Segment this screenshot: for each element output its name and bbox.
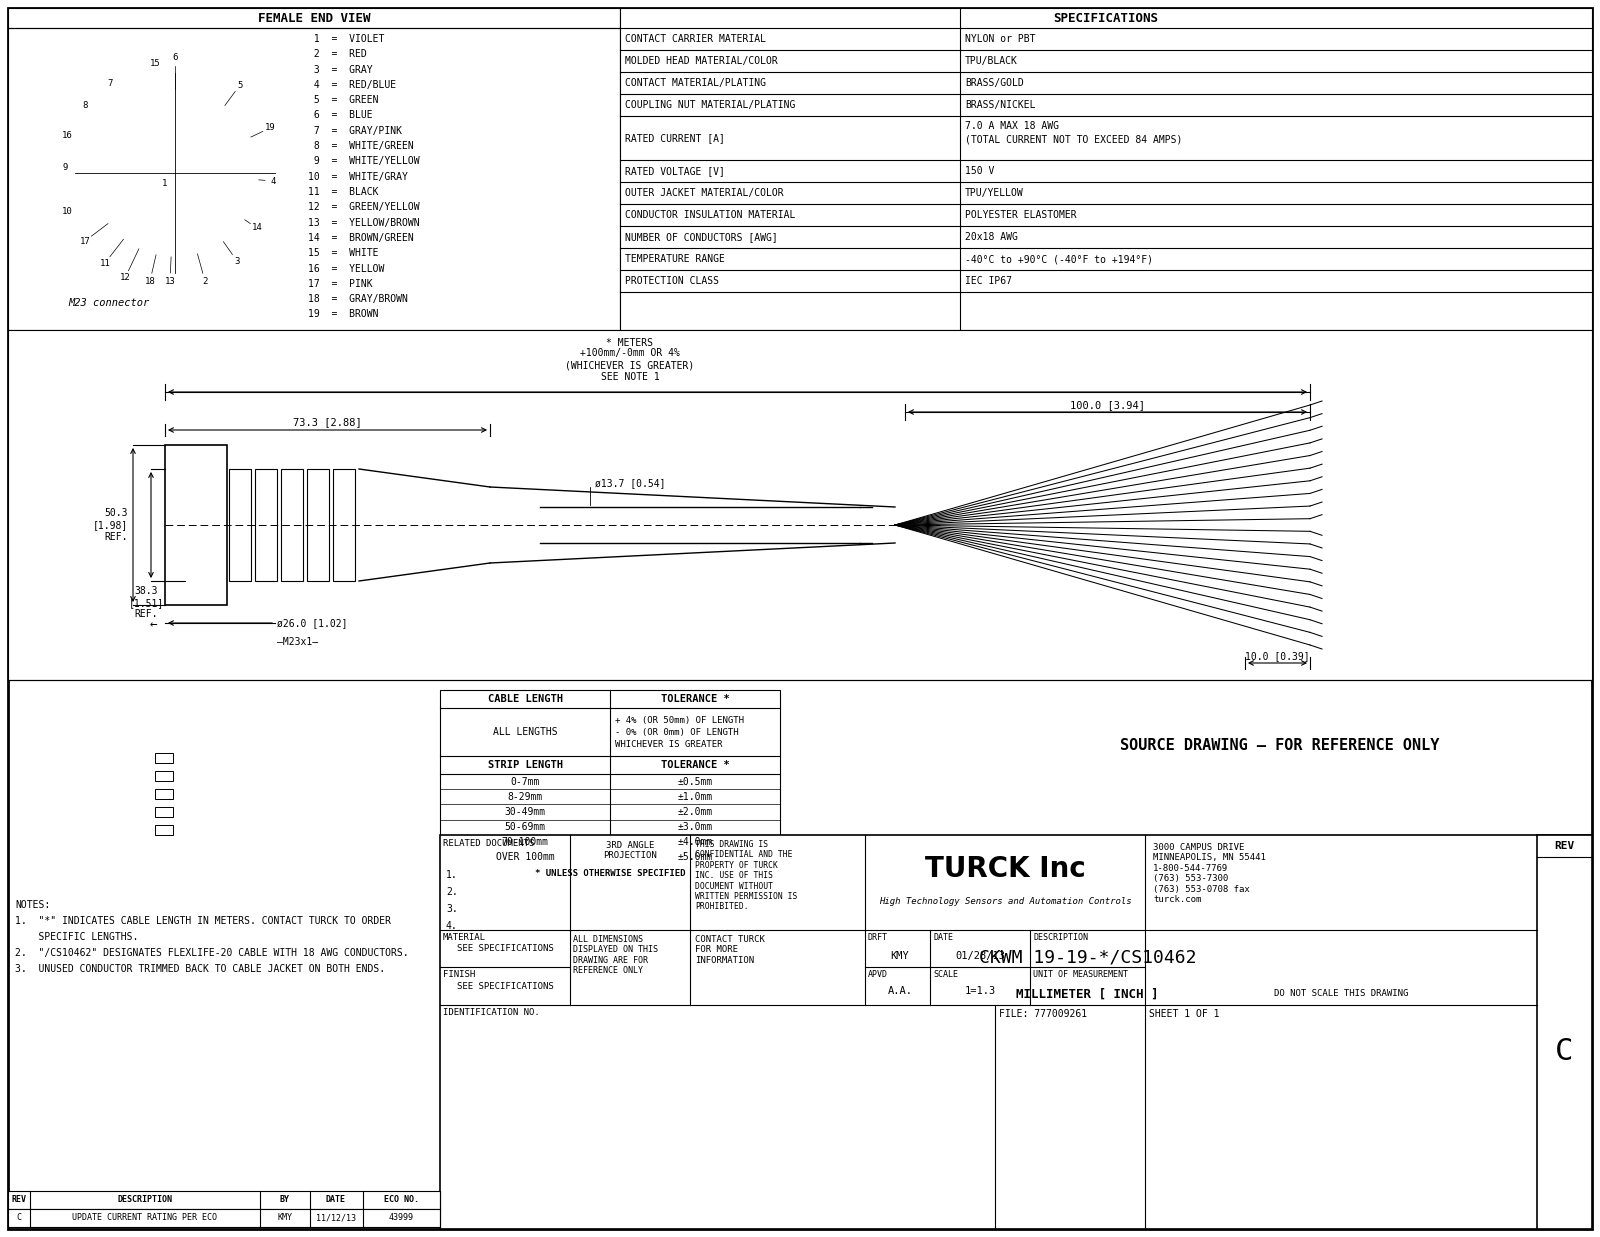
Text: DESCRIPTION: DESCRIPTION bbox=[117, 1195, 173, 1205]
Circle shape bbox=[117, 197, 130, 209]
Text: OVER 100mm: OVER 100mm bbox=[496, 852, 554, 862]
Circle shape bbox=[46, 309, 51, 314]
Text: ø13.7 [0.54]: ø13.7 [0.54] bbox=[595, 477, 666, 489]
Text: ±4.0mm: ±4.0mm bbox=[677, 837, 712, 847]
Text: IDENTIFICATION NO.: IDENTIFICATION NO. bbox=[443, 1008, 539, 1017]
Text: 12  =  GREEN/YELLOW: 12 = GREEN/YELLOW bbox=[307, 203, 419, 213]
Text: 2.: 2. bbox=[446, 887, 458, 897]
Text: MILLIMETER [ INCH ]: MILLIMETER [ INCH ] bbox=[1016, 987, 1158, 1001]
Text: RATED CURRENT [A]: RATED CURRENT [A] bbox=[626, 134, 725, 143]
Bar bbox=[8, 7, 621, 28]
Text: PROTECTION CLASS: PROTECTION CLASS bbox=[626, 276, 718, 286]
Text: C: C bbox=[16, 1213, 21, 1222]
Text: —M23x1—: —M23x1— bbox=[277, 637, 318, 647]
Text: 38.3
[1.51]
REF.: 38.3 [1.51] REF. bbox=[128, 586, 163, 620]
Text: NUMBER OF CONDUCTORS [AWG]: NUMBER OF CONDUCTORS [AWG] bbox=[626, 233, 778, 242]
Text: 5  =  GREEN: 5 = GREEN bbox=[307, 95, 379, 105]
Text: ±5.0mm: ±5.0mm bbox=[677, 852, 712, 862]
Text: High Technology Sensors and Automation Controls: High Technology Sensors and Automation C… bbox=[878, 897, 1131, 905]
Text: 2  =  RED: 2 = RED bbox=[307, 49, 366, 59]
Text: REV: REV bbox=[11, 1195, 27, 1205]
Text: ø26.0 [1.02]: ø26.0 [1.02] bbox=[277, 618, 347, 628]
Circle shape bbox=[43, 301, 48, 306]
Text: A.A.: A.A. bbox=[888, 986, 912, 996]
Bar bbox=[621, 7, 1592, 330]
Text: 50-69mm: 50-69mm bbox=[504, 823, 546, 833]
Text: 1: 1 bbox=[162, 178, 168, 188]
Text: TPU/YELLOW: TPU/YELLOW bbox=[965, 188, 1024, 198]
Text: RATED VOLTAGE [V]: RATED VOLTAGE [V] bbox=[626, 166, 725, 176]
Text: UPDATE CURRENT RATING PER ECO: UPDATE CURRENT RATING PER ECO bbox=[72, 1213, 218, 1222]
Bar bbox=[440, 835, 1592, 1230]
Text: 9  =  WHITE/YELLOW: 9 = WHITE/YELLOW bbox=[307, 156, 419, 167]
Text: -40°C to +90°C (-40°F to +194°F): -40°C to +90°C (-40°F to +194°F) bbox=[965, 254, 1154, 263]
Text: BY: BY bbox=[280, 1195, 290, 1205]
Circle shape bbox=[221, 197, 234, 209]
Text: 14: 14 bbox=[251, 224, 262, 233]
Text: ECO NO.: ECO NO. bbox=[384, 1195, 419, 1205]
Text: SPECIFICATIONS: SPECIFICATIONS bbox=[1053, 11, 1158, 25]
Bar bbox=[8, 330, 1592, 680]
Circle shape bbox=[186, 140, 197, 151]
Circle shape bbox=[139, 219, 150, 231]
Text: SEE NOTE 1: SEE NOTE 1 bbox=[600, 372, 659, 382]
Text: 7  =  GRAY/PINK: 7 = GRAY/PINK bbox=[307, 126, 402, 136]
Circle shape bbox=[30, 287, 62, 319]
Text: 0-7mm: 0-7mm bbox=[510, 777, 539, 787]
Text: 2.  "/CS10462" DESIGNATES FLEXLIFE-20 CABLE WITH 18 AWG CONDUCTORS.: 2. "/CS10462" DESIGNATES FLEXLIFE-20 CAB… bbox=[14, 948, 408, 957]
Text: 2: 2 bbox=[202, 277, 208, 286]
Bar bbox=[155, 771, 173, 781]
Text: DO NOT SCALE THIS DRAWING: DO NOT SCALE THIS DRAWING bbox=[1274, 988, 1408, 997]
Circle shape bbox=[46, 292, 51, 297]
Text: 150 V: 150 V bbox=[965, 166, 994, 176]
Text: SCALE: SCALE bbox=[933, 970, 958, 978]
Text: (TOTAL CURRENT NOT TO EXCEED 84 AMPS): (TOTAL CURRENT NOT TO EXCEED 84 AMPS) bbox=[965, 135, 1182, 145]
Text: 19  =  BROWN: 19 = BROWN bbox=[307, 309, 379, 319]
Text: + 4% (OR 50mm) OF LENGTH: + 4% (OR 50mm) OF LENGTH bbox=[614, 716, 744, 725]
Bar bbox=[1538, 835, 1592, 1230]
Text: 16: 16 bbox=[62, 130, 72, 140]
Text: SOURCE DRAWING – FOR REFERENCE ONLY: SOURCE DRAWING – FOR REFERENCE ONLY bbox=[1120, 738, 1440, 753]
Text: TURCK Inc: TURCK Inc bbox=[925, 855, 1085, 883]
Circle shape bbox=[170, 167, 181, 179]
Text: ALL LENGTHS: ALL LENGTHS bbox=[493, 727, 557, 737]
Text: ALL DIMENSIONS
DISPLAYED ON THIS
DRAWING ARE FOR
REFERENCE ONLY: ALL DIMENSIONS DISPLAYED ON THIS DRAWING… bbox=[573, 935, 658, 975]
Bar bbox=[229, 469, 251, 581]
Bar bbox=[440, 690, 781, 865]
Circle shape bbox=[170, 228, 181, 239]
Text: 43999: 43999 bbox=[389, 1213, 413, 1222]
Bar bbox=[8, 1209, 440, 1227]
Text: 16  =  YELLOW: 16 = YELLOW bbox=[307, 263, 384, 273]
Text: 30-49mm: 30-49mm bbox=[504, 807, 546, 816]
Circle shape bbox=[138, 167, 149, 179]
Text: * METERS: * METERS bbox=[606, 338, 653, 348]
Text: 6  =  BLUE: 6 = BLUE bbox=[307, 110, 373, 120]
Text: FINISH: FINISH bbox=[443, 970, 475, 978]
Text: CONTACT CARRIER MATERIAL: CONTACT CARRIER MATERIAL bbox=[626, 33, 766, 45]
Bar bbox=[254, 469, 277, 581]
Text: 01/28/13: 01/28/13 bbox=[955, 951, 1005, 961]
Text: (WHICHEVER IS GREATER): (WHICHEVER IS GREATER) bbox=[565, 360, 694, 370]
Text: 8  =  WHITE/GREEN: 8 = WHITE/GREEN bbox=[307, 141, 414, 151]
Text: BRASS/GOLD: BRASS/GOLD bbox=[965, 78, 1024, 88]
Text: * UNLESS OTHERWISE SPECIFIED: * UNLESS OTHERWISE SPECIFIED bbox=[534, 870, 685, 878]
Text: 4.: 4. bbox=[446, 922, 458, 931]
Circle shape bbox=[186, 194, 197, 207]
Circle shape bbox=[202, 167, 213, 179]
Text: CKWM 19-19-*/CS10462: CKWM 19-19-*/CS10462 bbox=[979, 949, 1197, 967]
Text: +100mm/-0mm OR 4%: +100mm/-0mm OR 4% bbox=[581, 348, 680, 357]
Circle shape bbox=[37, 306, 42, 310]
Bar bbox=[282, 469, 302, 581]
Circle shape bbox=[198, 115, 211, 127]
Circle shape bbox=[117, 137, 130, 148]
Text: 9: 9 bbox=[62, 163, 67, 172]
Circle shape bbox=[37, 296, 42, 301]
Text: ←: ← bbox=[149, 618, 157, 632]
Text: DATE: DATE bbox=[933, 933, 954, 943]
Text: 13: 13 bbox=[165, 277, 176, 286]
Text: 10: 10 bbox=[62, 207, 72, 215]
Bar bbox=[155, 807, 173, 816]
Text: 6: 6 bbox=[173, 53, 178, 63]
Text: 3RD ANGLE
PROJECTION: 3RD ANGLE PROJECTION bbox=[603, 841, 658, 861]
Circle shape bbox=[139, 115, 150, 127]
